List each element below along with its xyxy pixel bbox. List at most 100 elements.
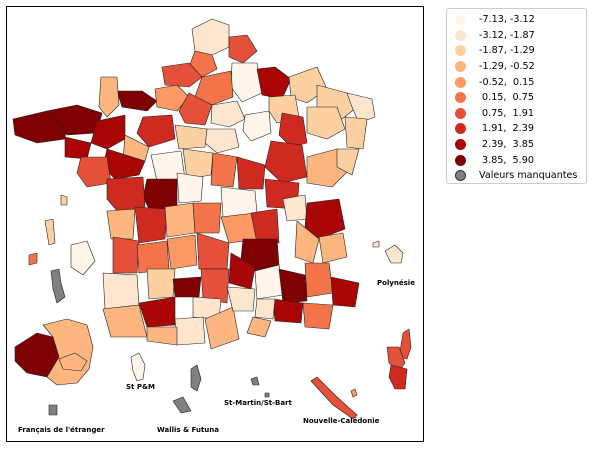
- region-sw-3: [166, 234, 198, 270]
- legend-swatch: [455, 76, 466, 88]
- legend-label: -7.13, -3.12: [479, 14, 535, 26]
- region-se-3: [304, 262, 334, 298]
- legend-item: -1.87, -1.29: [455, 43, 586, 59]
- nc-island-small: [350, 388, 358, 398]
- region-sw-13: [204, 306, 240, 350]
- legend-item: -0.52, 0.15: [455, 74, 586, 90]
- region-brittany-3: [90, 114, 126, 150]
- legend-swatch: [455, 29, 466, 41]
- island-2: [28, 252, 38, 266]
- region-west-7: [192, 202, 222, 234]
- map-frame: Polynésie St P&M St-Martin/St-Bart Nouve…: [6, 6, 424, 442]
- region-centre-7: [210, 152, 238, 188]
- wallis-island-2: [172, 396, 192, 414]
- region-west-1: [76, 156, 112, 188]
- region-centre-1: [136, 114, 176, 148]
- island-1: [44, 218, 56, 246]
- legend-label: -1.87, -1.29: [479, 45, 535, 57]
- island-3: [70, 240, 96, 276]
- island-4: [50, 268, 66, 304]
- legend-swatch: [455, 45, 466, 57]
- legend-swatch: [455, 170, 466, 182]
- legend-swatch: [455, 107, 466, 119]
- legend-item: 2.39, 3.85: [455, 137, 586, 153]
- region-se-6: [302, 302, 334, 330]
- region-idf-1: [210, 100, 246, 128]
- island-5: [60, 194, 68, 206]
- region-se-8: [246, 316, 272, 338]
- region-alps-3: [318, 232, 348, 264]
- legend-label: Valeurs manquantes: [479, 170, 578, 182]
- legend-item: -1.29, -0.52: [455, 59, 586, 75]
- region-west-8: [220, 186, 258, 218]
- region-sw-14: [226, 286, 256, 312]
- legend-item: -3.12, -1.87: [455, 28, 586, 44]
- region-sw-1: [102, 272, 140, 310]
- region-east-3: [344, 116, 368, 150]
- region-normandy-1: [116, 90, 158, 112]
- region-north-5: [256, 66, 292, 100]
- legend-item: 0.75, 1.91: [455, 106, 586, 122]
- label-st-pm: St P&M: [126, 383, 156, 391]
- region-sw-9: [138, 296, 176, 328]
- region-idf-2: [242, 110, 272, 142]
- legend: -7.13, -3.12 -3.12, -1.87 -1.87, -1.29 -1.2…: [446, 8, 587, 184]
- region-sw-4: [196, 232, 230, 270]
- region-east-4: [264, 140, 308, 184]
- legend-label: -1.29, -0.52: [479, 61, 535, 73]
- region-centre-3: [174, 124, 208, 150]
- region-west-10: [250, 208, 280, 244]
- region-centre-12: [282, 194, 308, 222]
- region-centre-6: [182, 148, 214, 180]
- st-martin-island: [250, 376, 260, 386]
- legend-swatch: [455, 123, 466, 135]
- legend-label: 0.15, 0.75: [479, 92, 534, 104]
- legend-swatch: [455, 61, 466, 73]
- corsica-south: [388, 364, 408, 390]
- region-centre-8: [236, 156, 266, 190]
- label-nouvelle-caledonie: Nouvelle-Calédonie: [303, 417, 380, 425]
- st-pm-island: [130, 352, 146, 382]
- region-sw-2: [136, 240, 170, 274]
- region-se-1: [254, 264, 284, 300]
- overseas-west-3: [58, 352, 88, 372]
- region-north-7: [194, 70, 234, 106]
- legend-swatch: [455, 139, 466, 151]
- nc-island: [310, 376, 358, 420]
- region-west-6: [164, 202, 196, 238]
- region-east-6: [336, 148, 360, 176]
- legend-label: -3.12, -1.87: [479, 29, 535, 41]
- region-idf-4: [204, 128, 240, 154]
- legend-item: Valeurs manquantes: [455, 168, 586, 184]
- region-sw-10: [102, 304, 148, 338]
- label-francais-etranger: Français de l'étranger: [18, 426, 105, 434]
- legend-swatch: [455, 154, 466, 166]
- legend-item: 3.85, 5.90: [455, 152, 586, 168]
- region-centre-10: [176, 172, 204, 204]
- region-se-4: [330, 276, 360, 308]
- legend-label: 3.85, 5.90: [479, 154, 534, 166]
- polynesie-island-2: [372, 240, 380, 248]
- wallis-island: [190, 364, 202, 392]
- legend-label: 1.91, 2.39: [479, 123, 534, 135]
- region-north-2: [228, 34, 258, 64]
- choropleth-map: [12, 18, 412, 420]
- legend-item: 1.91, 2.39: [455, 121, 586, 137]
- region-east-1: [278, 112, 308, 148]
- label-wallis: Wallis & Futuna: [157, 426, 219, 434]
- region-alps-1: [304, 198, 346, 240]
- legend-item: 0.15, 0.75: [455, 90, 586, 106]
- region-sw-7: [200, 268, 230, 304]
- region-west-5: [112, 236, 140, 274]
- region-se-5: [272, 298, 304, 324]
- region-north-1: [191, 18, 230, 56]
- region-normandy-4: [98, 76, 120, 118]
- legend-label: 0.75, 1.91: [479, 107, 534, 119]
- region-north-6: [161, 62, 203, 88]
- region-se-2: [278, 268, 308, 304]
- region-sw-11: [174, 316, 206, 346]
- region-west-4: [134, 206, 168, 244]
- region-west-3: [106, 208, 136, 240]
- region-brittany-4: [64, 136, 92, 160]
- region-normandy-3: [178, 92, 213, 126]
